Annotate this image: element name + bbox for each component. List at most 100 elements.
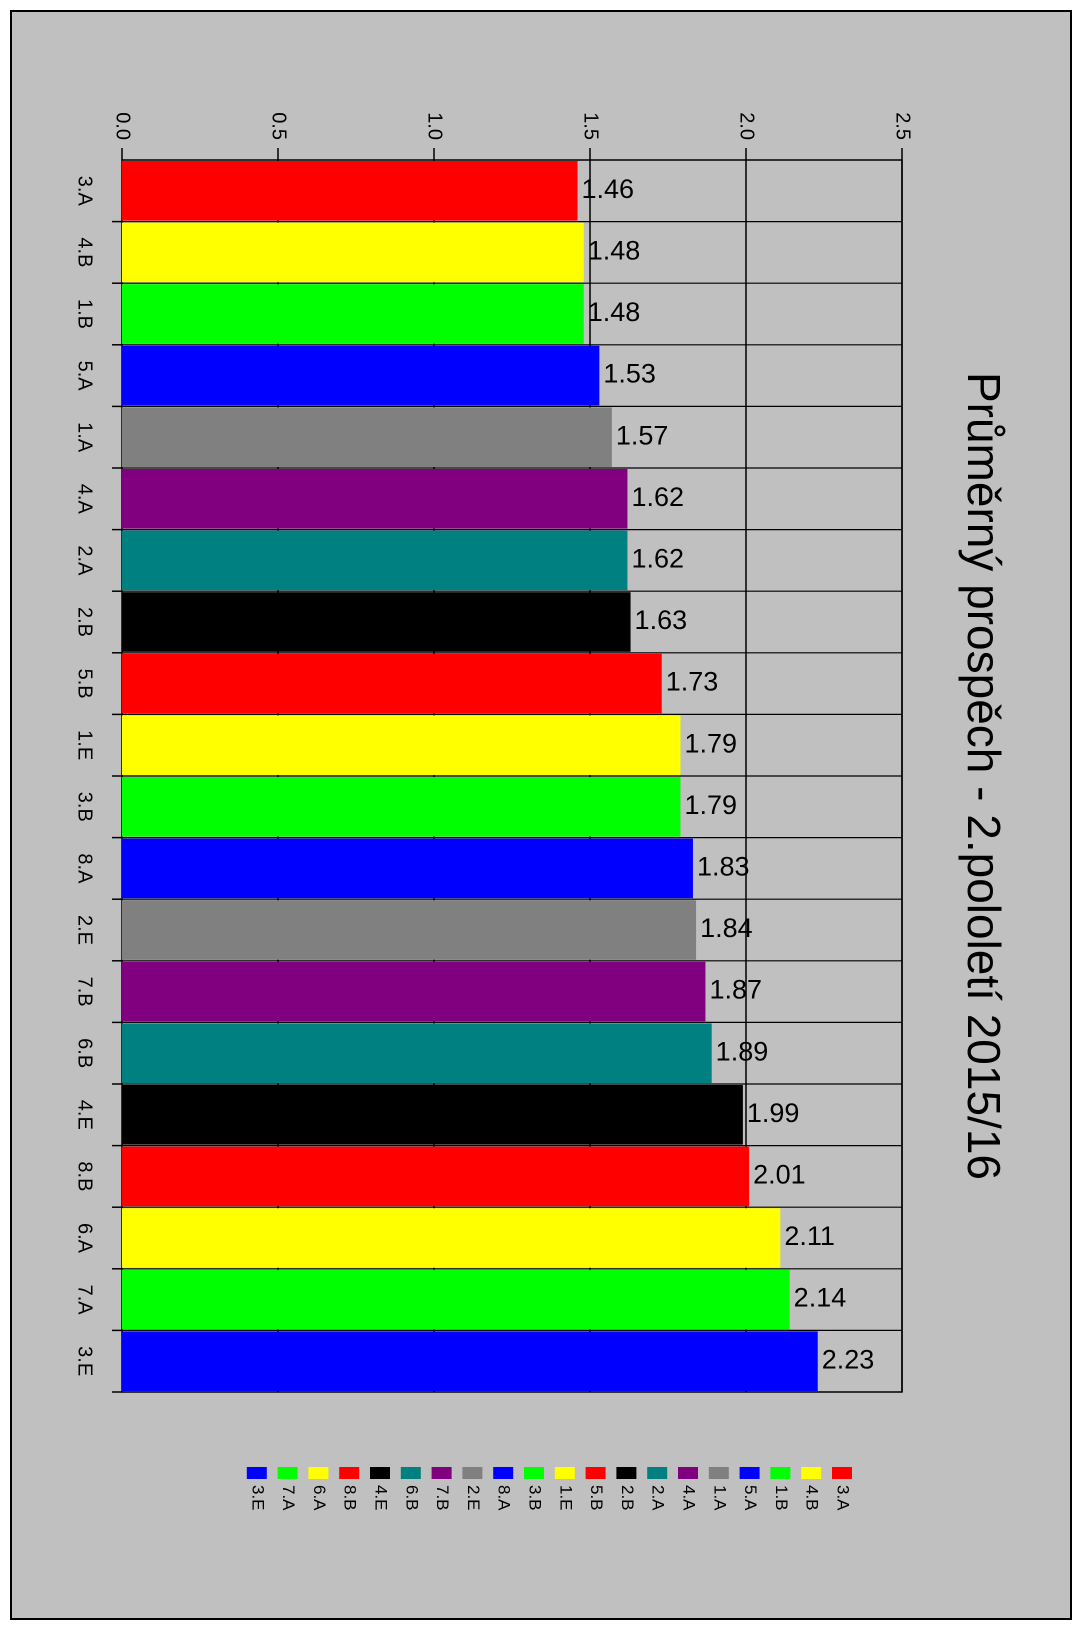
- category-label: 2.E: [74, 915, 96, 945]
- legend-label: 7.B: [433, 1485, 452, 1511]
- category-label: 6.A: [74, 1223, 96, 1254]
- bar: [122, 161, 578, 221]
- legend-label: 4.A: [680, 1485, 699, 1511]
- value-label: 1.99: [747, 1098, 800, 1128]
- value-label: 2.01: [753, 1160, 806, 1190]
- chart-frame: 0.0 0.5 1.0 1.5 2.0 2.5 1.46 3.A 1.48 4.B 1.48 1.B 1…: [10, 10, 1072, 1620]
- legend-swatch: [647, 1467, 668, 1479]
- legend-swatch: [277, 1467, 298, 1479]
- bar: [122, 1023, 712, 1083]
- legend-label: 1.A: [710, 1485, 729, 1511]
- legend-label: 3.E: [248, 1485, 267, 1511]
- x-tick-label: 0.5: [268, 112, 290, 140]
- legend-label: 8.B: [341, 1485, 360, 1511]
- value-label: 1.89: [716, 1036, 769, 1066]
- bar: [122, 1269, 790, 1330]
- legend-swatch: [339, 1467, 360, 1479]
- legend-swatch: [770, 1467, 791, 1479]
- x-tick-label: 1.5: [580, 112, 602, 140]
- legend-label: 6.A: [310, 1485, 329, 1511]
- legend-label: 6.B: [402, 1485, 421, 1511]
- legend-label: 3.A: [834, 1485, 853, 1511]
- value-label: 1.62: [631, 544, 684, 574]
- bar: [122, 653, 662, 714]
- value-label: 1.84: [700, 913, 753, 943]
- value-label: 1.83: [697, 852, 750, 882]
- legend-label: 1.E: [556, 1485, 575, 1511]
- bar: [122, 592, 631, 652]
- bar: [122, 1331, 818, 1391]
- legend-label: 5.A: [741, 1485, 760, 1511]
- legend-swatch: [308, 1467, 329, 1479]
- legend-swatch: [370, 1467, 390, 1479]
- category-label: 2.B: [74, 607, 96, 637]
- legend-label: 4.B: [803, 1485, 822, 1511]
- category-label: 4.A: [74, 484, 96, 515]
- value-label: 1.63: [635, 605, 688, 635]
- bar: [122, 715, 681, 775]
- bar: [122, 1208, 781, 1268]
- legend-label: 7.A: [279, 1485, 298, 1511]
- value-label: 1.87: [709, 975, 762, 1005]
- category-label: 3.E: [74, 1346, 96, 1376]
- value-label: 1.79: [684, 728, 737, 758]
- chart-title: Průměrný prospěch - 2.pololetí 2015/16: [958, 372, 1010, 1180]
- bar: [122, 1146, 750, 1207]
- category-label: 8.A: [74, 853, 96, 884]
- bar: [122, 407, 612, 467]
- legend-label: 8.A: [495, 1485, 514, 1511]
- legend-swatch: [678, 1467, 698, 1479]
- legend-label: 5.B: [587, 1485, 606, 1511]
- bar: [122, 530, 628, 591]
- bar-chart: 0.0 0.5 1.0 1.5 2.0 2.5 1.46 3.A 1.48 4.B 1.48 1.B 1…: [74, 112, 1010, 1511]
- x-tick-label: 2.5: [892, 112, 914, 140]
- category-label: 8.B: [74, 1161, 96, 1191]
- legend-swatch: [462, 1467, 483, 1479]
- value-label: 1.73: [666, 667, 719, 697]
- bar: [122, 222, 584, 283]
- bar: [122, 284, 584, 344]
- legend-label: 3.B: [526, 1485, 545, 1511]
- legend-label: 2.B: [618, 1485, 637, 1511]
- value-label: 2.11: [784, 1221, 835, 1251]
- bar: [122, 961, 706, 1022]
- category-label: 1.B: [74, 299, 96, 329]
- legend-swatch: [708, 1467, 729, 1479]
- value-label: 2.14: [794, 1283, 847, 1313]
- bar: [122, 838, 693, 899]
- legend-swatch: [493, 1467, 514, 1479]
- value-label: 1.46: [582, 174, 635, 204]
- legend-swatch: [832, 1467, 852, 1479]
- category-label: 5.A: [74, 361, 96, 392]
- category-label: 5.B: [74, 669, 96, 699]
- value-label: 1.62: [631, 482, 684, 512]
- legend-swatch: [246, 1467, 267, 1479]
- bar: [122, 345, 600, 406]
- value-label: 1.48: [588, 236, 641, 266]
- bar: [122, 900, 697, 960]
- value-label: 1.53: [603, 359, 656, 389]
- category-label: 1.E: [74, 730, 96, 760]
- category-label: 6.B: [74, 1038, 96, 1068]
- legend-swatch: [739, 1467, 760, 1479]
- legend-swatch: [585, 1467, 606, 1479]
- bar: [122, 777, 681, 837]
- legend-swatch: [554, 1467, 575, 1479]
- category-label: 7.A: [74, 1285, 96, 1316]
- category-label: 2.A: [74, 545, 96, 576]
- legend-label: 2.E: [464, 1485, 483, 1511]
- legend-swatch: [524, 1467, 544, 1479]
- value-label: 1.48: [588, 297, 641, 327]
- category-label: 1.A: [74, 422, 96, 453]
- category-label: 7.B: [74, 977, 96, 1007]
- legend-label: 1.B: [772, 1485, 791, 1511]
- category-label: 3.B: [74, 792, 96, 822]
- legend-label: 2.A: [649, 1485, 668, 1511]
- x-tick-label: 2.0: [736, 112, 758, 140]
- category-label: 4.E: [74, 1100, 96, 1130]
- legend-swatch: [801, 1467, 822, 1479]
- x-tick-label: 1.0: [424, 112, 446, 140]
- legend-label: 4.E: [372, 1485, 391, 1511]
- category-label: 4.B: [74, 237, 96, 267]
- value-label: 2.23: [822, 1344, 875, 1374]
